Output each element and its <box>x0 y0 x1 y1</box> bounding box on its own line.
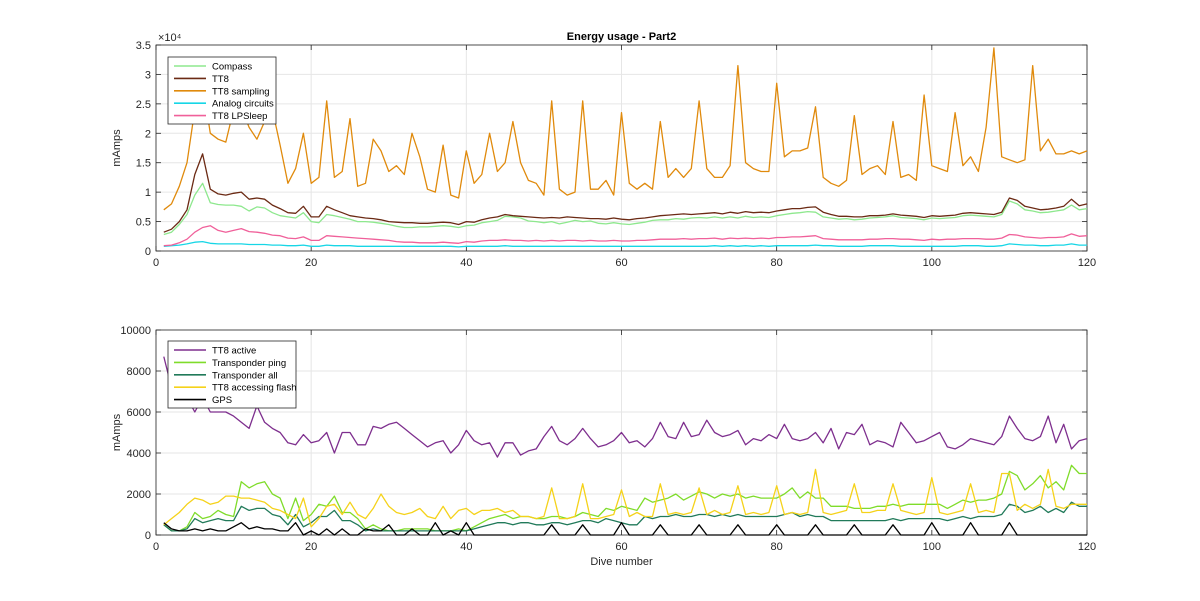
y-tick-label: 1.5 <box>136 158 151 170</box>
y-tick-label: 2 <box>145 128 151 140</box>
legend-entry-analog-circuits: Analog circuits <box>212 99 274 110</box>
x-tick-label: 20 <box>305 257 317 269</box>
y-tick-label: 1 <box>145 187 151 199</box>
y-exponent-label: ×10⁴ <box>158 32 182 44</box>
x-tick-label: 0 <box>153 541 159 553</box>
x-tick-label: 80 <box>771 257 783 269</box>
legend-entry-transponder-all: Transponder all <box>212 370 278 381</box>
legend-entry-tt8: TT8 <box>212 74 229 85</box>
x-tick-label: 120 <box>1078 257 1096 269</box>
x-axis-label: Dive number <box>590 556 653 568</box>
y-tick-label: 3 <box>145 69 151 81</box>
series-line-tt8-lpsleep <box>163 225 1088 247</box>
series-line-compass <box>163 182 1088 236</box>
chart-title: Energy usage - Part2 <box>567 31 676 43</box>
series-line-transponder-ping <box>163 464 1087 532</box>
legend-entry-gps: GPS <box>212 395 232 406</box>
y-tick-label: 3.5 <box>136 40 151 52</box>
y-tick-label: 6000 <box>127 407 151 419</box>
y-tick-label: 2.5 <box>136 99 151 111</box>
x-tick-label: 60 <box>615 541 627 553</box>
legend-entry-tt8-sampling: TT8 sampling <box>212 86 270 97</box>
y-tick-label: 2000 <box>127 489 151 501</box>
y-tick-label: 4000 <box>127 448 151 460</box>
x-tick-label: 0 <box>153 257 159 269</box>
x-tick-label: 100 <box>923 541 941 553</box>
bottom-plot-energy-usage: 0 20 40 60 80 100 120 0 2000 4000 6000 8000 10000 mAm… <box>111 325 1096 568</box>
x-tick-label: 80 <box>771 541 783 553</box>
series-line-tt8 <box>163 153 1088 233</box>
legend-entry-transponder-ping: Transponder ping <box>212 358 286 369</box>
x-tick-label: 40 <box>460 541 472 553</box>
x-tick-label: 120 <box>1078 541 1096 553</box>
series-line-tt8-sampling <box>163 47 1088 211</box>
y-tick-label: 10000 <box>120 325 151 337</box>
legend-entry-tt8-lpsleep: TT8 LPSleep <box>212 111 267 122</box>
y-tick-label: 0 <box>145 246 151 258</box>
legend-entry-compass: Compass <box>212 62 252 73</box>
y-tick-label: 0.5 <box>136 217 151 229</box>
x-tick-label: 100 <box>923 257 941 269</box>
series-line-gps <box>163 522 1087 536</box>
series-line-tt8-accessing-flash <box>163 468 1087 528</box>
x-tick-label: 60 <box>615 257 627 269</box>
y-axis-label: mAmps <box>111 413 123 451</box>
y-tick-label: 8000 <box>127 366 151 378</box>
y-axis-label: mAmps <box>111 129 123 167</box>
y-tick-label: 0 <box>145 530 151 542</box>
series-line-tt8-active <box>163 356 1088 458</box>
series-line-analog-circuits <box>163 240 1087 248</box>
x-tick-label: 40 <box>460 257 472 269</box>
legend-entry-tt8-accessing-flash: TT8 accessing flash <box>212 383 296 394</box>
legend-entry-tt8-active: TT8 active <box>212 346 256 357</box>
top-plot-energy-usage: 0 20 40 60 80 100 120 0 0.5 1 1.5 2 2.5 3 3.5 ×10⁴ Energ… <box>111 31 1096 269</box>
x-tick-label: 20 <box>305 541 317 553</box>
series-line-transponder-all <box>163 501 1087 532</box>
